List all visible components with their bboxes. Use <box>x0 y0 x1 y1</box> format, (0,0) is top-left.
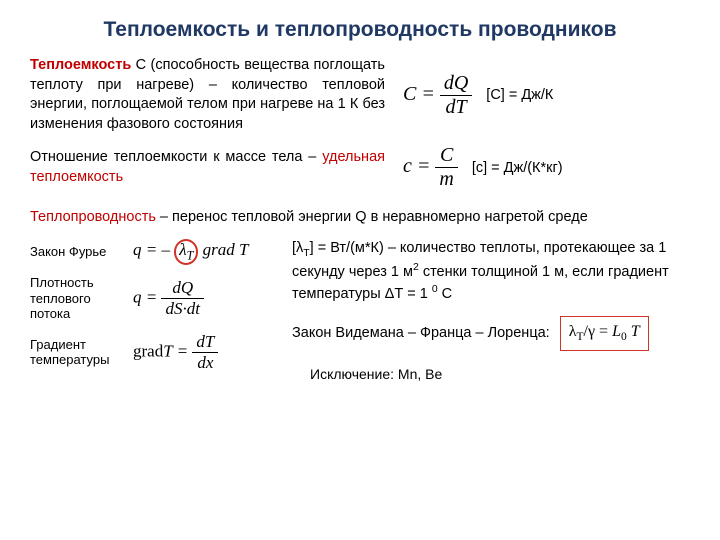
hf-den: dS·dt <box>161 299 203 319</box>
heat-capacity-row: Теплоемкость С (способность вещества пог… <box>30 56 690 134</box>
heat-capacity-unit: [С] = Дж/К <box>486 87 553 103</box>
hc-num: dQ <box>440 72 472 96</box>
laws-column: Закон Фурье q = – λT grad T Плотность те… <box>30 239 270 383</box>
heat-capacity-term: Теплоемкость <box>30 57 131 73</box>
heat-capacity-formula: С = dQdT <box>403 72 472 119</box>
right-column: [λT] = Вт/(м*К) – количество теплоты, пр… <box>292 239 690 383</box>
slide-title: Теплоемкость и теплопроводность проводни… <box>30 18 690 42</box>
fourier-eq: = – <box>142 240 175 259</box>
lambda-circled: λT <box>174 239 198 265</box>
specific-heat-prefix: Отношение теплоемкости к массе тела – <box>30 149 322 165</box>
fourier-label: Закон Фурье <box>30 244 125 260</box>
hc-den: dT <box>440 96 472 119</box>
specific-heat-unit: [с] = Дж/(К*кг) <box>472 160 563 176</box>
columns: Закон Фурье q = – λT grad T Плотность те… <box>30 239 690 383</box>
heat-capacity-formula-box: С = dQdT [С] = Дж/К <box>403 72 553 119</box>
fourier-lhs: q <box>133 240 142 259</box>
grad-row: Градиент температуры gradT = dTdx <box>30 332 270 373</box>
sh-op: = <box>412 155 436 177</box>
sh-lhs: с <box>403 155 412 177</box>
fourier-rhs: grad T <box>198 240 248 259</box>
fourier-row: Закон Фурье q = – λT grad T <box>30 239 270 265</box>
hf-lhs: q <box>133 287 142 306</box>
grad-formula: gradT = dTdx <box>133 332 218 373</box>
lambda-description: [λT] = Вт/(м*К) – количество теплоты, пр… <box>292 239 690 304</box>
hf-num: dQ <box>161 278 203 299</box>
specific-heat-formula: с = Cm <box>403 144 458 191</box>
specific-heat-row: Отношение теплоемкости к массе тела – уд… <box>30 144 690 191</box>
videmann-box: λT/γ = L0 T <box>560 316 649 351</box>
hf-eq: = <box>142 287 162 306</box>
grad-den: dx <box>192 353 218 373</box>
grad-label: Градиент температуры <box>30 337 125 368</box>
fourier-formula: q = – λT grad T <box>133 239 249 265</box>
exclusion-note: Исключение: Mn, Be <box>310 365 690 384</box>
videmann-row: Закон Видемана – Франца – Лоренца: λT/γ … <box>292 316 690 351</box>
heat-capacity-def: Теплоемкость С (способность вещества пог… <box>30 56 385 134</box>
grad-lhs: gradT <box>133 341 172 360</box>
hc-lhs: С <box>403 83 416 105</box>
slide-root: Теплоемкость и теплопроводность проводни… <box>0 0 720 394</box>
grad-eq: = <box>172 341 192 360</box>
specific-heat-def: Отношение теплоемкости к массе тела – уд… <box>30 148 385 187</box>
grad-num: dT <box>192 332 218 353</box>
sh-den: m <box>435 168 457 191</box>
ld-t3: С <box>438 285 453 301</box>
videmann-label: Закон Видемана – Франца – Лоренца: <box>292 324 550 344</box>
specific-heat-formula-box: с = Cm [с] = Дж/(К*кг) <box>403 144 563 191</box>
thermal-conductivity-term: Теплопроводность <box>30 209 156 225</box>
thermal-conductivity-section: Теплопроводность – перенос тепловой энер… <box>30 209 690 225</box>
heat-flux-row: Плотность теплового потока q = dQdS·dt <box>30 275 270 322</box>
lambda-symbol: λT <box>179 240 193 259</box>
heat-flux-formula: q = dQdS·dt <box>133 278 204 319</box>
ld-pre: [λ <box>292 240 303 256</box>
sh-num: C <box>435 144 457 168</box>
hc-op: = <box>416 83 440 105</box>
thermal-conductivity-tail: – перенос тепловой энергии Q в неравноме… <box>156 209 588 225</box>
heat-flux-label: Плотность теплового потока <box>30 275 125 322</box>
